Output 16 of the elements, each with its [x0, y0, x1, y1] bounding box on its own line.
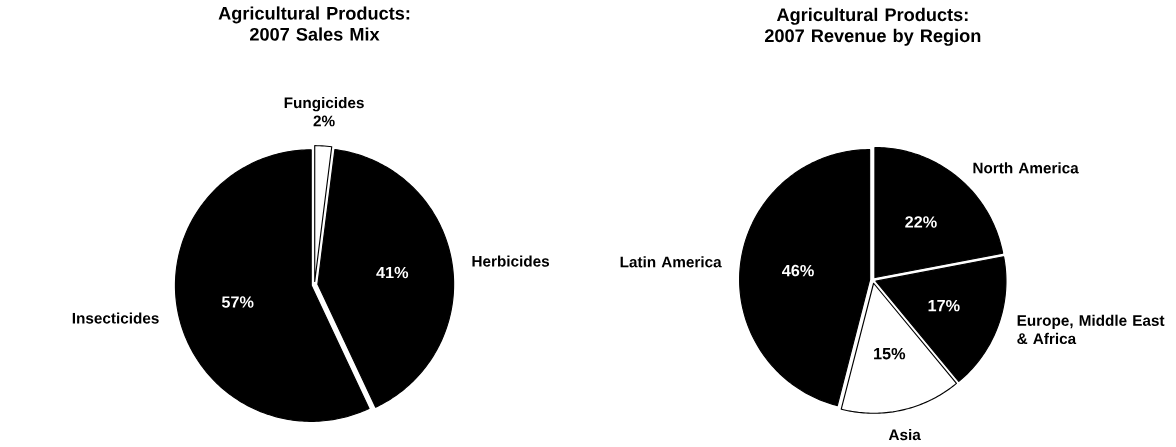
data-label: 2% [313, 115, 335, 127]
slice-label: North America [973, 162, 1079, 174]
slice-label: Herbicides [472, 255, 550, 267]
slice-label: Asia [888, 429, 921, 441]
slice-label: Latin America [620, 256, 722, 268]
chart-title: Agricultural Products: 2007 Revenue by Region [764, 8, 981, 47]
data-label: 57% [221, 296, 254, 308]
slice-label: Europe, Middle East & Africa [1017, 314, 1165, 345]
slice-label: Insecticides [72, 312, 159, 324]
data-label: 22% [905, 216, 937, 228]
data-label: 15% [874, 348, 906, 360]
data-label: 46% [782, 265, 814, 277]
data-label: 41% [376, 267, 409, 279]
data-label: 17% [928, 300, 960, 312]
slice-label: Fungicides [284, 97, 364, 112]
chart-title: Agricultural Products: 2007 Sales Mix [218, 6, 410, 41]
